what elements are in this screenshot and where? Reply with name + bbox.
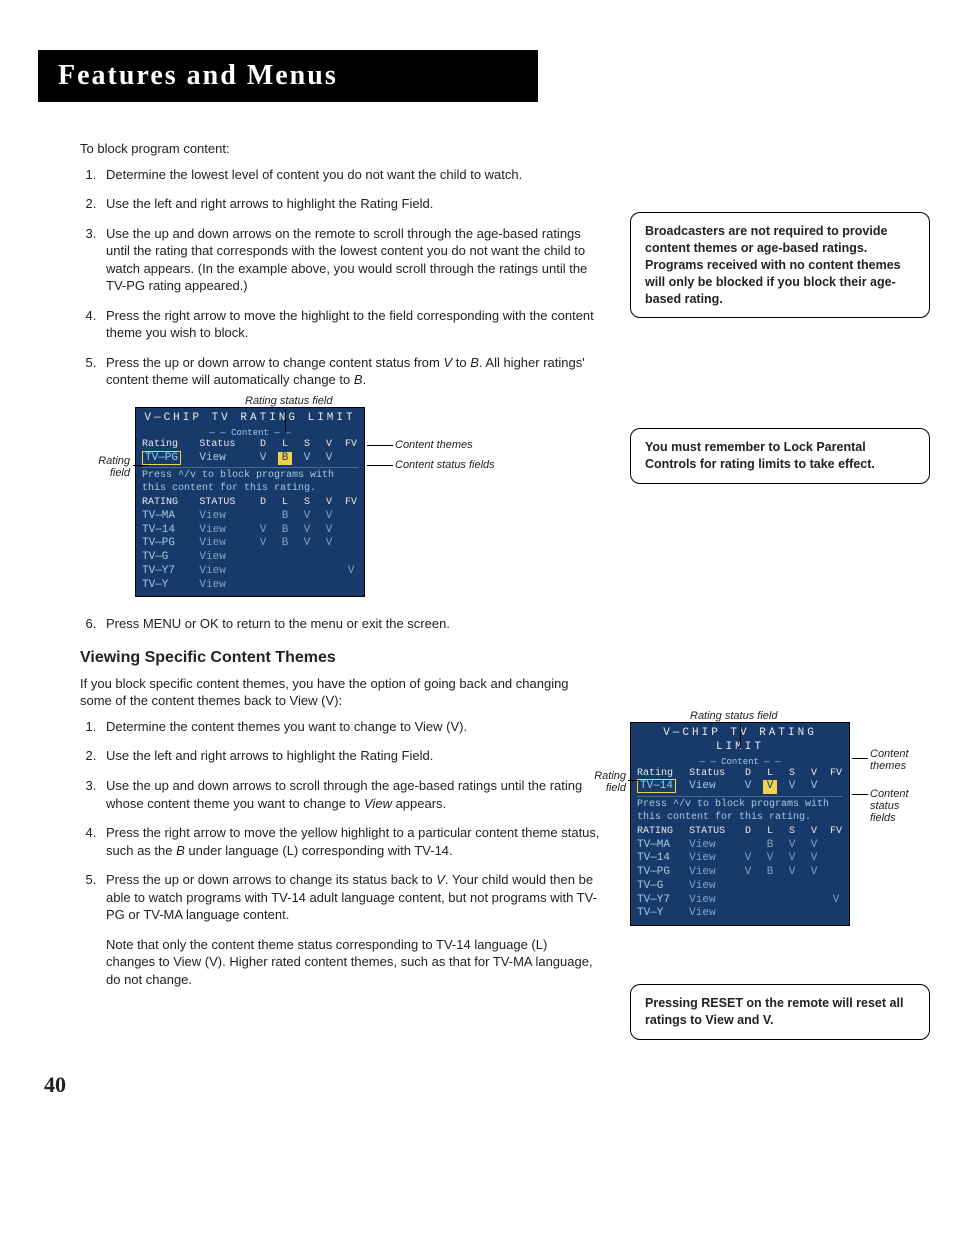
- vstep-3: Use the up and down arrows to scroll thr…: [100, 777, 600, 812]
- step-3: Use the up and down arrows on the remote…: [100, 225, 600, 295]
- label-rating-field-2: Ratingfield: [582, 770, 626, 794]
- step-6: Press MENU or OK to return to the menu o…: [100, 615, 600, 633]
- label-content-status-fields: Content status fields: [395, 459, 495, 471]
- osd-screenshot-1: Rating status field Ratingfield Content …: [135, 407, 515, 597]
- vstep-5-note: Note that only the content theme status …: [106, 936, 600, 989]
- label-rating-status-field-2: Rating status field: [690, 710, 777, 722]
- label-content-status-fields-2: Contentstatusfields: [870, 788, 909, 824]
- label-content-themes-2: Contentthemes: [870, 748, 909, 772]
- callout-broadcasters: Broadcasters are not required to provide…: [630, 212, 930, 318]
- block-steps-list-cont: Press MENU or OK to return to the menu o…: [80, 615, 600, 633]
- label-rating-status-field: Rating status field: [245, 395, 332, 407]
- vstep-2: Use the left and right arrows to highlig…: [100, 747, 600, 765]
- step-2: Use the left and right arrows to highlig…: [100, 195, 600, 213]
- label-rating-field: Ratingfield: [75, 455, 130, 479]
- label-content-themes: Content themes: [395, 439, 473, 451]
- osd-screenshot-2: Rating status field Ratingfield Contentt…: [630, 722, 930, 926]
- step-5: Press the up or down arrow to change con…: [100, 354, 600, 389]
- section2-intro: If you block specific content themes, yo…: [80, 675, 600, 710]
- section-heading-viewing: Viewing Specific Content Themes: [80, 649, 600, 667]
- callout-lock: You must remember to Lock Parental Contr…: [630, 428, 930, 484]
- view-steps-list: Determine the content themes you want to…: [80, 718, 600, 989]
- step-1: Determine the lowest level of content yo…: [100, 166, 600, 184]
- vstep-4: Press the right arrow to move the yellow…: [100, 824, 600, 859]
- step-4: Press the right arrow to move the highli…: [100, 307, 600, 342]
- vstep-5: Press the up or down arrows to change it…: [100, 871, 600, 988]
- intro-text: To block program content:: [80, 140, 600, 158]
- block-steps-list: Determine the lowest level of content yo…: [80, 166, 600, 389]
- page-title-bar: Features and Menus: [38, 50, 538, 102]
- callout-reset: Pressing RESET on the remote will reset …: [630, 984, 930, 1040]
- page-number: 40: [44, 1072, 904, 1098]
- vstep-1: Determine the content themes you want to…: [100, 718, 600, 736]
